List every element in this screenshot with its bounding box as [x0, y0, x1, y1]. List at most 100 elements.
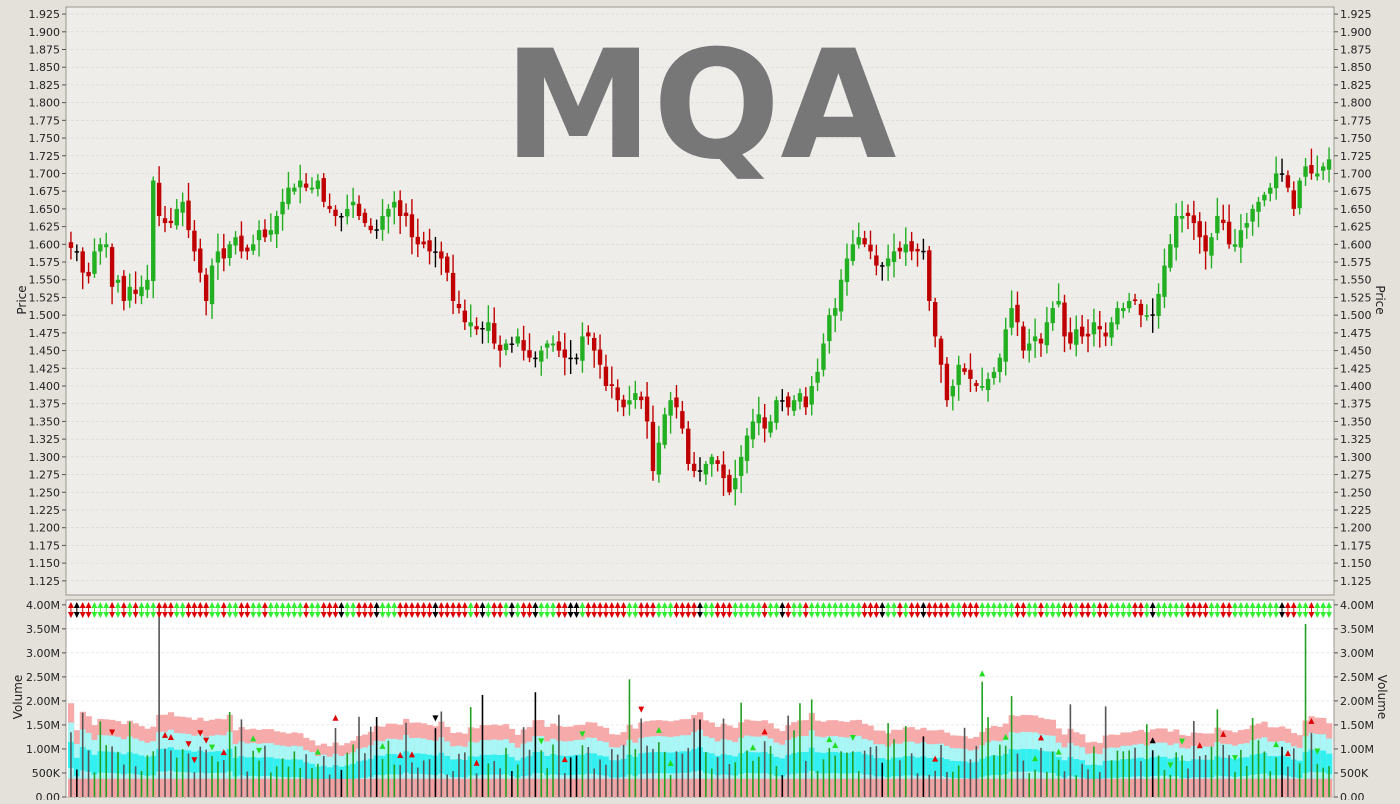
price-tick-label: 1.700: [1340, 167, 1372, 180]
signal-arrow-down: [761, 612, 768, 618]
price-tick-label: 1.650: [29, 203, 61, 216]
volume-signal-triangle: [197, 730, 204, 737]
candle: [439, 241, 444, 276]
signal-arrow-down: [638, 612, 645, 618]
signal-arrow-up: [867, 602, 874, 608]
volume-signal-triangle: [1179, 738, 1186, 745]
signal-arrow-down: [1302, 612, 1309, 618]
signal-arrow-up: [408, 602, 415, 608]
signal-arrow: [532, 602, 539, 618]
signal-arrow-down: [996, 612, 1003, 618]
candle-body: [433, 251, 438, 253]
candle-body: [979, 386, 985, 388]
price-tick-label: 1.525: [29, 291, 61, 304]
candle: [815, 358, 820, 392]
signal-arrow-down: [614, 612, 621, 618]
candle-body: [715, 460, 720, 464]
candle-body: [1185, 212, 1191, 216]
signal-arrow-down: [79, 612, 86, 618]
candle-body: [227, 244, 232, 259]
signal-arrow: [350, 602, 357, 618]
signal-arrow-down: [461, 612, 468, 618]
candle-body: [568, 357, 573, 360]
volume-tick-label: 2.00M: [26, 695, 60, 708]
signal-arrow-up: [138, 602, 145, 608]
candle: [950, 379, 955, 411]
signal-arrow: [1020, 602, 1027, 618]
candle: [762, 403, 767, 443]
signal-arrow-down: [1032, 612, 1039, 618]
signal-arrow-up: [908, 602, 915, 608]
signal-arrow-down: [356, 612, 363, 618]
candle-body: [274, 215, 279, 235]
candle: [991, 367, 997, 385]
signal-arrow-up: [226, 602, 233, 608]
signal-arrow: [802, 602, 809, 618]
signal-arrow: [162, 602, 169, 618]
candle: [609, 366, 615, 399]
candle-body: [321, 178, 326, 202]
signal-arrow-up: [555, 602, 562, 608]
signal-arrow-down: [1255, 612, 1262, 618]
signal-arrow-up: [532, 602, 539, 608]
signal-arrow-up: [649, 602, 656, 608]
price-tick-label: 1.400: [29, 380, 61, 393]
signal-arrow-down: [608, 612, 615, 618]
candle-body: [856, 237, 861, 245]
candle-body: [250, 244, 256, 251]
signal-arrow: [455, 602, 462, 618]
signal-arrow-down: [408, 612, 415, 618]
signal-arrow: [714, 602, 721, 618]
signal-arrow-down: [244, 612, 251, 618]
candle: [850, 230, 856, 266]
candle: [979, 367, 985, 391]
signal-arrow-up: [673, 602, 680, 608]
signal-arrow-down: [720, 612, 727, 618]
signal-arrow-down: [649, 612, 656, 618]
signal-arrow-down: [632, 612, 639, 618]
signal-arrow: [761, 602, 768, 618]
signal-arrow-up: [144, 602, 151, 608]
signal-arrow-up: [1179, 602, 1186, 608]
signal-arrow-up: [455, 602, 462, 608]
signal-arrow-down: [755, 612, 762, 618]
signal-arrow-up: [1208, 602, 1215, 608]
signal-arrow: [632, 602, 639, 618]
signal-arrow: [1267, 602, 1274, 618]
signal-arrow: [167, 602, 174, 618]
signal-arrow: [120, 602, 127, 618]
candle: [450, 254, 456, 315]
candle-body: [74, 251, 80, 253]
signal-arrow: [67, 602, 74, 618]
signal-arrow: [314, 602, 321, 618]
candle-body: [221, 248, 226, 259]
signal-arrow-down: [908, 612, 915, 618]
signal-arrow-down: [573, 612, 580, 618]
signal-arrow-up: [191, 602, 198, 608]
candle-body: [233, 237, 238, 246]
candle: [1197, 212, 1202, 254]
signal-arrow-up: [949, 602, 956, 608]
price-axis-left: 1.125 1.150 1.175 1.200 1.225 1.250 1.275 1.300…: [29, 8, 66, 588]
signal-arrow-up: [1226, 602, 1233, 608]
signal-arrow-up: [491, 602, 498, 608]
signal-arrow-up: [714, 602, 721, 608]
signal-arrow: [579, 602, 586, 618]
signal-arrow-down: [332, 612, 339, 618]
signal-arrow-down: [1296, 612, 1303, 618]
signal-arrow-up: [214, 602, 221, 608]
signal-arrow-down: [1043, 612, 1050, 618]
signal-arrow: [1114, 602, 1121, 618]
candle: [591, 332, 597, 368]
candle: [486, 305, 491, 344]
signal-arrow-up: [1249, 602, 1256, 608]
candle-body: [1191, 215, 1197, 224]
signal-arrow: [1090, 602, 1097, 618]
candle: [1062, 294, 1067, 353]
signal-arrow-down: [438, 612, 445, 618]
signal-arrow: [720, 602, 727, 618]
signal-arrow: [450, 602, 457, 618]
signal-arrow-up: [1296, 602, 1303, 608]
signal-arrow: [1173, 602, 1180, 618]
signal-arrow: [585, 602, 592, 618]
